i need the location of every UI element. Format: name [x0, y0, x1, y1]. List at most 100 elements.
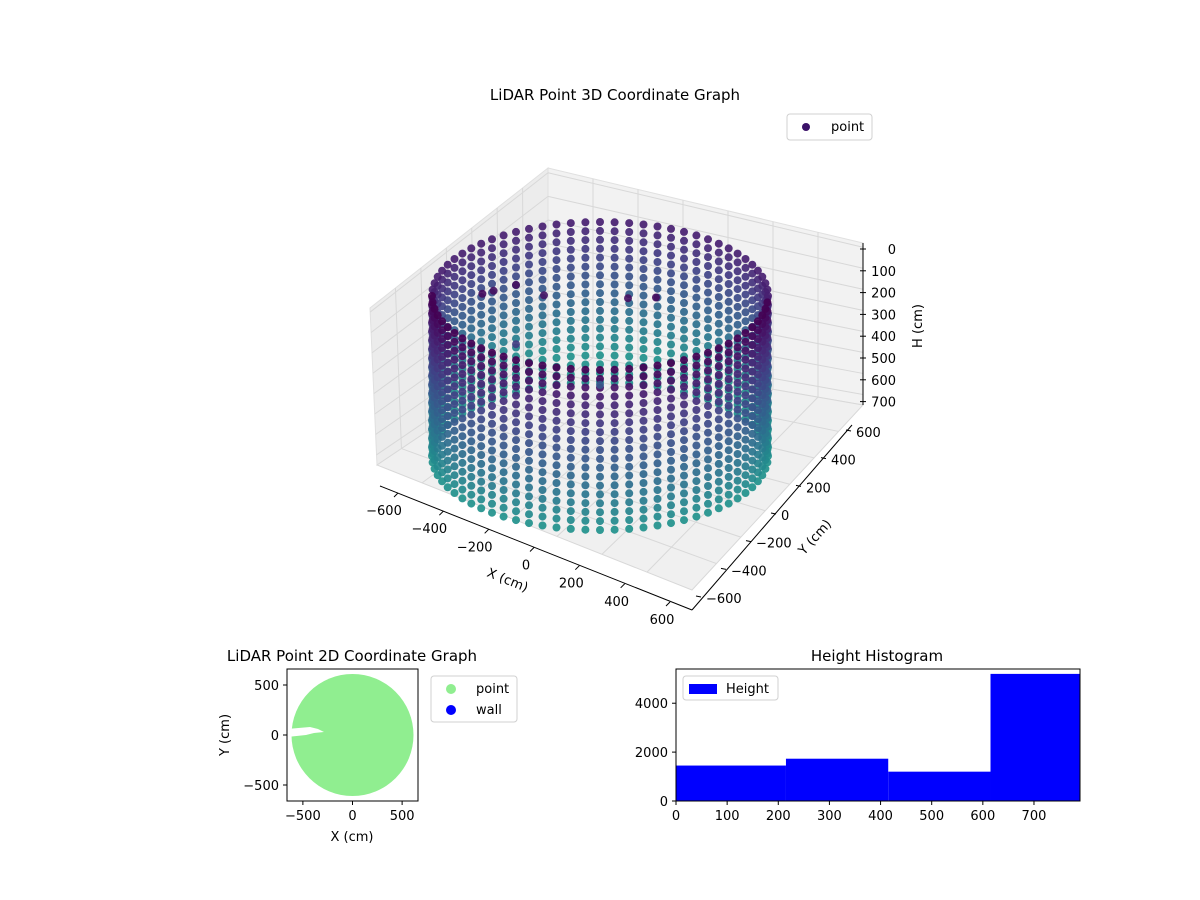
point-3d — [512, 489, 520, 498]
point-3d — [581, 516, 590, 525]
point-3d — [704, 297, 712, 306]
x-axis-3d — [379, 485, 693, 611]
point-3d — [639, 265, 648, 273]
point-3d — [639, 318, 648, 327]
point-3d — [467, 481, 476, 490]
point-3d — [625, 516, 634, 524]
point-3d — [581, 227, 590, 236]
point-3d — [566, 299, 575, 308]
point-3d — [704, 384, 712, 393]
point-3d — [724, 481, 733, 490]
point-3d — [499, 266, 508, 275]
y-tick-label-2d: −500 — [243, 779, 279, 794]
point-3d — [596, 262, 604, 271]
point-3d — [467, 244, 476, 253]
point-3d — [741, 382, 750, 391]
point-3d — [538, 459, 547, 468]
point-3d — [625, 507, 634, 516]
point-3d — [667, 465, 675, 474]
point-3d — [488, 366, 496, 375]
point-3d — [639, 452, 648, 461]
point-3d — [692, 258, 701, 266]
y-tick-label-hist: 2000 — [635, 746, 668, 761]
point-3d — [581, 463, 590, 472]
point-3d — [525, 456, 533, 465]
point-3d — [724, 366, 733, 375]
point-3d — [704, 342, 712, 350]
point-3d — [733, 494, 742, 503]
point-3d — [488, 333, 496, 342]
point-3d — [639, 390, 648, 399]
point-3d — [443, 260, 452, 269]
point-3d — [477, 477, 486, 486]
point-3d — [458, 405, 467, 414]
y-tick-3d — [820, 457, 827, 460]
legend-3d-label: point — [831, 120, 864, 135]
point-3d — [741, 355, 750, 364]
point-3d — [680, 382, 688, 391]
point-3d — [552, 505, 561, 514]
point-3d — [477, 266, 486, 275]
point-3d — [639, 256, 648, 265]
point-3d — [680, 471, 688, 480]
point-3d — [625, 272, 634, 281]
point-3d — [512, 263, 520, 272]
point-3d — [724, 348, 733, 357]
point-3d — [581, 410, 590, 419]
point-3d — [596, 342, 604, 351]
histogram-bars — [676, 673, 1080, 801]
point-3d — [724, 280, 733, 288]
point-3d — [653, 222, 662, 231]
point-3d — [748, 412, 757, 421]
point-3d — [499, 486, 508, 494]
point-3d — [610, 316, 619, 325]
point-3d — [610, 298, 619, 307]
point-3d — [525, 322, 533, 331]
point-3d — [714, 371, 723, 379]
point-3d — [680, 245, 688, 254]
point-3d — [581, 454, 590, 463]
point-3d — [596, 401, 604, 410]
point-3d — [733, 294, 742, 302]
point-3d — [680, 334, 688, 343]
x-tick-label-hist: 700 — [1022, 809, 1047, 824]
point-3d — [525, 430, 533, 439]
point-3d — [758, 311, 767, 320]
point-3d — [680, 418, 688, 427]
point-3d — [748, 403, 757, 412]
point-3d — [692, 293, 701, 302]
point-3d — [733, 334, 742, 343]
point-3d — [566, 290, 575, 299]
legend-histogram: Height — [682, 675, 779, 701]
point-3d — [610, 472, 619, 481]
point-3d — [714, 442, 723, 451]
point-3d — [581, 436, 590, 445]
point-3d — [680, 254, 688, 263]
point-3d — [596, 410, 604, 419]
point-3d-interior — [652, 293, 660, 302]
point-3d — [596, 218, 604, 226]
point-3d — [596, 235, 604, 244]
point-3d — [581, 507, 590, 516]
x-tick-label-2d: −500 — [285, 809, 321, 824]
point-3d — [477, 310, 486, 319]
point-3d — [741, 337, 750, 346]
point-3d — [458, 450, 467, 458]
point-3d — [625, 524, 634, 533]
point-3d — [625, 489, 634, 498]
point-3d — [596, 333, 604, 342]
point-3d — [538, 414, 547, 423]
point-3d — [512, 400, 520, 409]
point-3d — [552, 514, 561, 523]
point-3d — [525, 233, 533, 242]
y-tick-3d — [770, 512, 777, 515]
point-3d — [581, 253, 590, 262]
point-3d — [625, 418, 634, 427]
point-3d — [450, 453, 459, 462]
point-3d — [653, 361, 662, 370]
point-3d — [667, 287, 675, 296]
point-3d — [538, 423, 547, 432]
point-3d — [741, 346, 750, 355]
point-3d — [610, 307, 619, 316]
point-3d — [680, 445, 688, 453]
